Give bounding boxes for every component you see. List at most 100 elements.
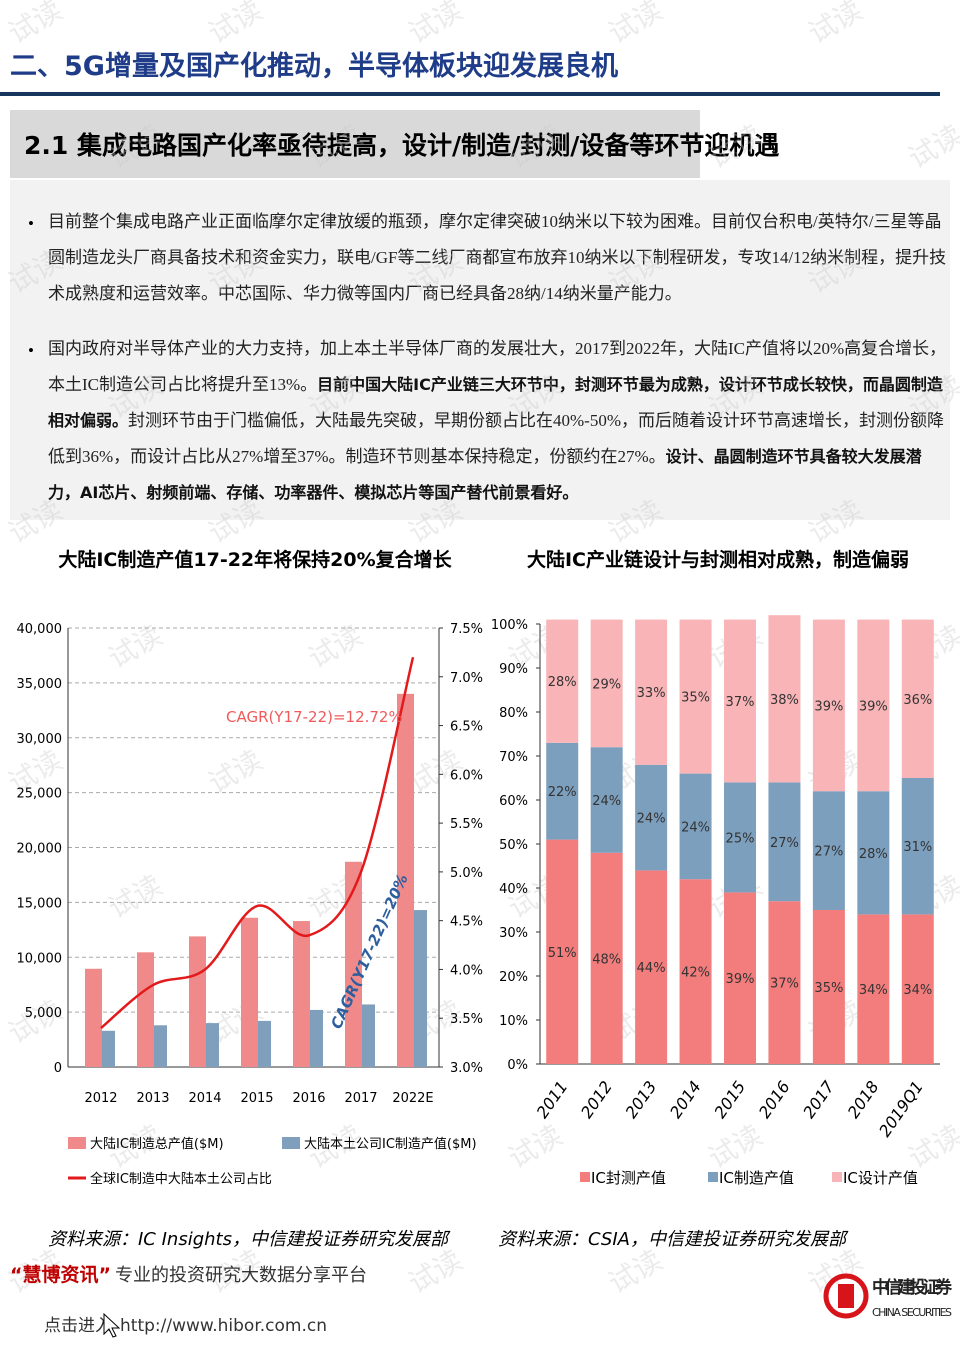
y2-tick-label: 4.5% <box>450 915 483 930</box>
legend-swatch <box>580 1172 590 1182</box>
y2-tick-label: 6.0% <box>450 768 483 783</box>
y-tick-label: 20% <box>499 970 528 985</box>
source: 资料来源：CSIA，中信建投证券研究发展部 <box>498 1229 849 1250</box>
watermark: 试读 <box>403 0 468 50</box>
y-tick-label: 70% <box>499 750 528 765</box>
x-tick-label: 2014 <box>666 1077 705 1121</box>
bar-segment <box>635 619 668 765</box>
watermark: 试读 <box>103 368 168 425</box>
legend-label: IC封测产值 <box>591 1169 666 1187</box>
bar <box>85 968 102 1067</box>
legend-swatch <box>832 1172 842 1182</box>
watermark: 试读 <box>103 118 168 175</box>
y-tick-label: 40% <box>499 882 528 897</box>
bar-segment <box>546 619 579 743</box>
bar-segment <box>768 615 801 783</box>
x-tick-label: 2013 <box>621 1077 660 1121</box>
data-label: 48% <box>592 952 621 967</box>
y-tick-label: 15,000 <box>17 896 63 911</box>
y-tick-label: 0 <box>54 1061 62 1076</box>
watermark: 试读 <box>603 1243 668 1300</box>
y-tick-label: 35,000 <box>17 677 63 692</box>
logo-cn: 中信建投证券 <box>872 1277 953 1298</box>
watermark: 试读 <box>203 243 268 300</box>
bar-segment <box>812 619 845 792</box>
watermark: 试读 <box>603 0 668 50</box>
y-tick-label: 0% <box>507 1058 528 1073</box>
x-tick-label: 2016 <box>292 1091 325 1106</box>
logo-en: CHINA SECURITIES <box>872 1306 952 1319</box>
bar <box>414 910 427 1067</box>
x-tick-label: 2012 <box>84 1091 117 1106</box>
bullet-text: 封测环节由于门槛偏低，大陆最先突破，早期份额占比在40%-50%，而后随着设计环… <box>48 411 944 466</box>
x-tick-label: 2014 <box>188 1091 221 1106</box>
bullet-text: 目前中国大陆IC产业链三大环节中，封测环节最为成熟，设计环节成长较快，而晶圆制造… <box>48 375 943 430</box>
legend-label: 大陆IC制造总产值($M) <box>90 1136 224 1152</box>
slogan-brand: “慧博资讯” <box>10 1263 111 1286</box>
bullet-text: 目前整个集成电路产业正面临摩尔定律放缓的瓶颈，摩尔定律突破10纳米以下较为困难。… <box>48 212 947 303</box>
bar-segment <box>546 839 579 1064</box>
watermark: 试读 <box>3 493 68 550</box>
bar <box>189 936 206 1067</box>
bar-segment <box>812 910 845 1064</box>
x-tick-label: 2011 <box>533 1077 572 1121</box>
bullet-text: 设计、晶圆制造环节具备较大发展潜力，AI芯片、射频前端、存储、功率器件、模拟芯片… <box>48 447 922 502</box>
watermark: 试读 <box>603 493 668 550</box>
bullet-dot: • <box>28 214 34 233</box>
watermark: 试读 <box>203 0 268 50</box>
x-tick-label: 2017 <box>799 1077 838 1122</box>
bullet: 国内政府对半导体产业的大力支持，加上本土半导体厂商的发展壮大，2017到2022… <box>48 331 948 511</box>
data-label: 44% <box>637 961 666 976</box>
y-tick-label: 60% <box>499 794 528 809</box>
data-label: 28% <box>859 847 888 862</box>
bar-segment <box>679 879 712 1064</box>
bar <box>345 861 362 1067</box>
y2-tick-label: 7.5% <box>450 622 483 637</box>
bar-segment <box>724 782 756 893</box>
bar-segment <box>768 901 801 1064</box>
watermark: 试读 <box>803 0 868 50</box>
data-label: 35% <box>814 981 843 996</box>
data-label: 28% <box>548 675 577 690</box>
watermark: 试读 <box>803 1243 868 1300</box>
bar <box>137 952 154 1067</box>
legend-label: 全球IC制造中大陆本土公司占比 <box>90 1171 272 1187</box>
data-label: 42% <box>681 966 710 981</box>
bar-segment <box>857 619 890 792</box>
bar <box>293 921 310 1067</box>
data-label: 22% <box>548 785 577 800</box>
watermark: 试读 <box>803 493 868 550</box>
header-rule <box>0 92 940 96</box>
watermark: 试读 <box>303 618 368 675</box>
x-tick-label: 2012 <box>577 1077 616 1121</box>
x-tick-label: 2015 <box>710 1077 749 1121</box>
data-label: 34% <box>903 983 932 998</box>
header-title: 二、5G增量及国产化推动，半导体板块迎发展良机 <box>10 51 618 82</box>
link-prefix: 点击进入 <box>44 1316 112 1336</box>
bar <box>310 1009 323 1067</box>
bar <box>241 917 258 1067</box>
data-label: 36% <box>903 693 932 708</box>
watermark: 试读 <box>303 118 368 175</box>
watermark: 试读 <box>3 993 68 1050</box>
chart-title: 大陆IC产业链设计与封测相对成熟，制造偏弱 <box>527 548 909 571</box>
chart-title: 大陆IC制造产值17-22年将保持20%复合增长 <box>58 548 452 571</box>
data-label: 39% <box>814 699 843 714</box>
y-tick-label: 50% <box>499 838 528 853</box>
legend-label: IC设计产值 <box>843 1169 918 1187</box>
bar-segment <box>901 619 934 778</box>
y2-tick-label: 3.5% <box>450 1012 483 1027</box>
annotation: CAGR(Y17-22)=12.72% <box>226 708 403 726</box>
legend-label: IC制造产值 <box>719 1169 794 1187</box>
data-label: 27% <box>814 845 843 860</box>
x-tick-label: 2016 <box>755 1077 794 1121</box>
cursor-icon <box>103 1312 121 1338</box>
source: 资料来源：IC Insights，中信建投证券研究发展部 <box>48 1229 451 1250</box>
x-tick-label: 2022E <box>392 1091 433 1106</box>
watermark: 试读 <box>403 243 468 300</box>
bar-segment <box>768 782 801 902</box>
bar-segment <box>635 764 668 871</box>
watermark: 试读 <box>403 1243 468 1300</box>
legend-swatch <box>68 1137 86 1149</box>
link[interactable]: http://www.hibor.com.cn <box>120 1316 327 1336</box>
